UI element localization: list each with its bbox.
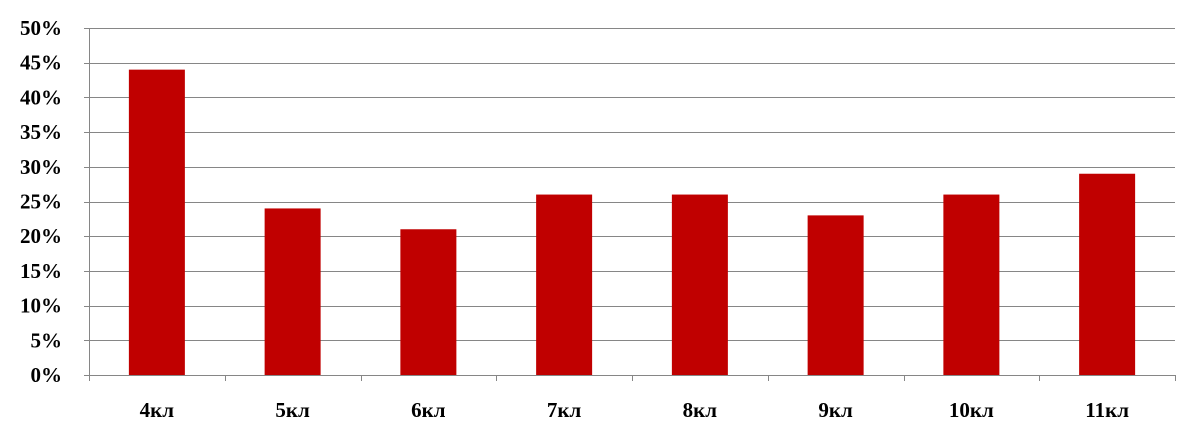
bar-7кл — [536, 194, 593, 375]
y-tick-label: 20% — [20, 224, 62, 248]
bar-11кл — [1079, 173, 1136, 375]
x-category-label: 8кл — [683, 398, 718, 422]
y-tick-label: 50% — [20, 16, 62, 40]
y-tick-label: 15% — [20, 259, 62, 283]
y-tick-label: 25% — [20, 190, 62, 214]
y-tick-label: 35% — [20, 120, 62, 144]
bar-9кл — [807, 215, 864, 375]
y-tick-label: 0% — [31, 363, 63, 387]
y-tick-labels: 0% 5% 10% 15% 20% 25% 30% 35% 40% 45% 50% — [20, 16, 62, 387]
x-category-labels: 4кл 5кл 6кл 7кл 8кл 9кл 10кл 11кл — [140, 398, 1130, 422]
y-tick-label: 10% — [20, 294, 62, 318]
x-category-label: 7кл — [547, 398, 582, 422]
x-tick-marks — [84, 28, 1176, 381]
bars — [128, 69, 1136, 375]
x-category-label: 4кл — [140, 398, 175, 422]
x-category-label: 10кл — [949, 398, 994, 422]
axes — [89, 28, 1175, 380]
x-category-label: 9кл — [818, 398, 853, 422]
y-tick-label: 30% — [20, 155, 62, 179]
gridlines — [89, 28, 1175, 341]
y-tick-label: 40% — [20, 85, 62, 109]
bar-4кл — [128, 69, 185, 375]
y-tick-label: 45% — [20, 51, 62, 75]
x-category-label: 11кл — [1085, 398, 1129, 422]
bar-5кл — [264, 208, 321, 375]
bar-10кл — [943, 194, 1000, 375]
y-tick-label: 5% — [31, 328, 63, 352]
bar-8кл — [671, 194, 728, 375]
bar-6кл — [400, 229, 457, 375]
x-category-label: 6кл — [411, 398, 446, 422]
x-category-label: 5кл — [275, 398, 310, 422]
